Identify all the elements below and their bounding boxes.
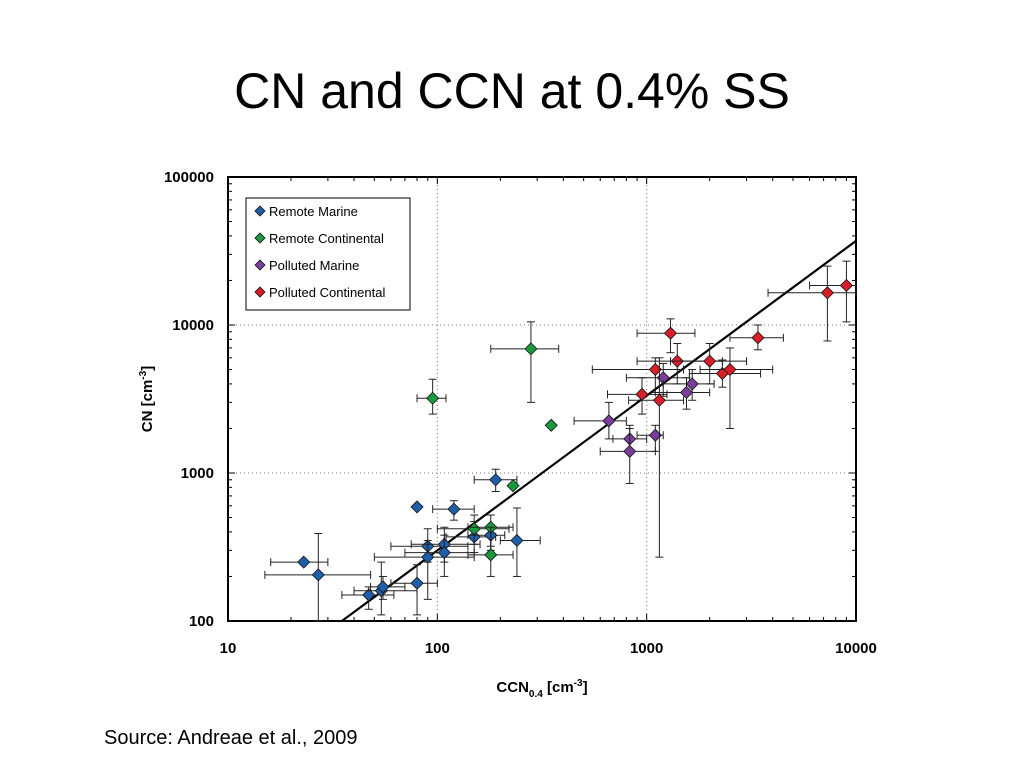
data-point-polluted-marine — [662, 369, 715, 401]
diamond-marker — [410, 576, 424, 590]
data-point-polluted-continental — [729, 324, 784, 351]
diamond-marker — [703, 354, 717, 368]
diamond-marker — [623, 444, 637, 458]
x-axis-label-text: CCN — [496, 679, 529, 696]
x-tick-label: 1000 — [630, 640, 663, 657]
x-axis-label-unit: [cm — [543, 679, 574, 696]
diamond-marker — [421, 550, 435, 564]
diamond-marker — [679, 385, 694, 400]
data-point-remote-marine — [264, 533, 372, 622]
x-tick-label: 100 — [425, 640, 450, 657]
data-point-polluted-marine — [573, 401, 627, 440]
diamond-marker — [376, 580, 390, 594]
data-point-remote-marine — [370, 575, 406, 600]
diamond-marker — [652, 393, 666, 407]
axis-ticks: 10 100 1000 10000 100 1000 10000 100000 — [164, 169, 877, 657]
diamond-marker — [447, 502, 461, 516]
y-axis-label-sup: -3 — [138, 370, 149, 379]
x-axis-label-sup: -3 — [574, 678, 583, 689]
legend-marker — [254, 205, 266, 217]
diamond-marker — [602, 414, 616, 428]
diamond-marker — [820, 286, 834, 300]
data-point-remote-marine — [404, 534, 475, 577]
data-point-polluted-continental — [607, 377, 668, 415]
data-point-polluted-continental — [670, 342, 748, 385]
data-point-remote-marine — [499, 507, 541, 577]
legend-marker — [254, 286, 266, 298]
data-point-polluted-marine — [654, 377, 711, 410]
diamond-marker — [506, 479, 520, 493]
diamond-marker — [489, 473, 503, 487]
data-point-remote-marine — [410, 500, 424, 514]
diamond-marker — [839, 278, 853, 293]
data-point-remote-continental — [544, 418, 558, 432]
grid-lines — [228, 177, 856, 621]
x-axis-label: CCN0.4 [cm-3] — [496, 678, 587, 700]
y-tick-label: 1000 — [181, 465, 214, 482]
y-axis-label: CN [cm-3] — [138, 366, 156, 432]
data-point-remote-marine — [432, 500, 475, 521]
y-axis-label-end: ] — [139, 366, 156, 371]
data-point-polluted-continental — [809, 260, 857, 323]
data-point-polluted-continental — [628, 357, 685, 558]
data-point-polluted-continental — [699, 347, 774, 429]
data-point-polluted-continental — [767, 265, 857, 342]
y-tick-label: 10000 — [172, 317, 214, 334]
x-axis-label-sub: 0.4 — [529, 689, 543, 700]
data-point-polluted-continental — [636, 318, 696, 354]
data-point-remote-marine — [341, 586, 395, 610]
y-axis-label-text: CN [cm — [139, 380, 156, 433]
diamond-marker — [311, 568, 325, 582]
data-point-remote-continental — [506, 479, 520, 493]
diamond-marker — [297, 555, 311, 569]
data-point-remote-marine — [410, 526, 481, 563]
legend-box — [245, 197, 411, 311]
diamond-marker — [510, 533, 524, 548]
x-tick-label: 10 — [220, 640, 237, 657]
data-point-remote-continental — [467, 526, 514, 577]
data-point-remote-marine — [373, 539, 475, 600]
diamond-marker — [685, 377, 699, 391]
legend: Remote Marine Remote Continental Polluted … — [245, 197, 411, 311]
diamond-marker — [751, 331, 765, 345]
data-point-remote-marine — [473, 468, 518, 492]
diamond-marker — [484, 548, 498, 562]
diamond-marker — [410, 500, 424, 514]
data-point-remote-continental — [416, 378, 447, 415]
data-point-remote-continental — [490, 321, 560, 403]
legend-label: Polluted Continental — [269, 285, 385, 300]
data-point-polluted-continental — [688, 359, 762, 388]
diamond-marker — [362, 588, 376, 602]
data-points — [264, 260, 857, 622]
diamond-marker — [723, 362, 737, 377]
y-tick-label: 100 — [189, 613, 214, 630]
legend-marker — [254, 232, 266, 244]
legend-marker — [254, 259, 266, 271]
diamond-marker — [524, 342, 538, 356]
diamond-marker — [426, 391, 440, 405]
diamond-marker — [663, 326, 678, 340]
data-point-remote-marine — [390, 564, 438, 616]
x-axis-label-end: ] — [583, 679, 588, 696]
source-citation: Source: Andreae et al., 2009 — [104, 727, 358, 749]
x-tick-label: 10000 — [835, 640, 877, 657]
legend-label: Remote Marine — [269, 204, 358, 219]
y-tick-label: 100000 — [164, 169, 214, 186]
legend-label: Polluted Marine — [269, 258, 359, 273]
legend-label: Remote Continental — [269, 231, 384, 246]
slide-title: CN and CCN at 0.4% SS — [234, 63, 790, 119]
diamond-marker — [544, 418, 558, 432]
diamond-marker — [437, 545, 451, 560]
